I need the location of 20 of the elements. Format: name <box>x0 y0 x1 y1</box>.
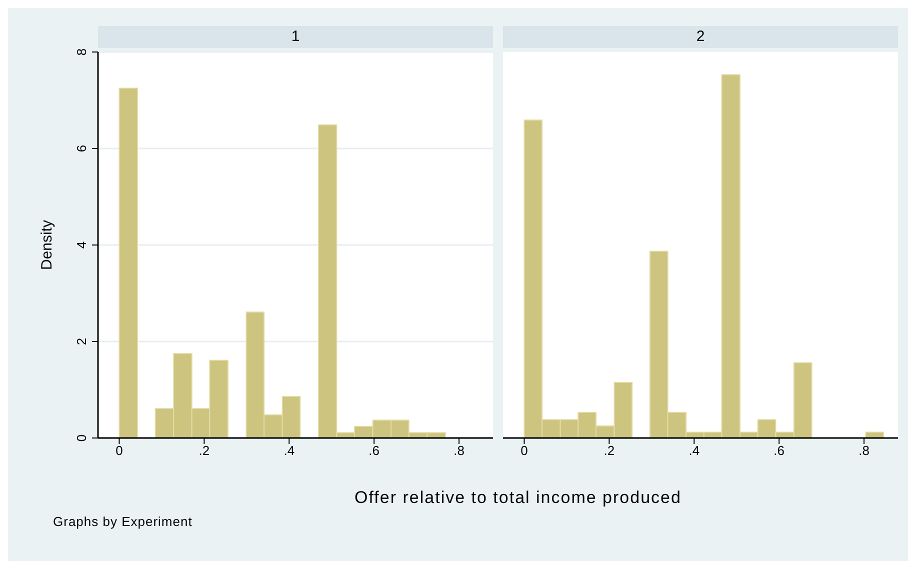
y-tick-label: 4 <box>74 241 89 249</box>
y-tick-label: 8 <box>74 48 89 56</box>
chart-title: 2 <box>503 26 898 48</box>
x-tick-label: 0 <box>116 443 123 458</box>
x-tick-label: 0 <box>520 443 528 458</box>
x-tick-label: .8 <box>454 443 464 458</box>
y-tick-label: 0 <box>74 434 89 442</box>
x-tick-label: .6 <box>368 443 380 458</box>
y-tick-label: 2 <box>74 338 89 346</box>
x-tick-label: .4 <box>284 443 295 458</box>
x-axis-title: Offer relative to total income produced <box>354 488 682 508</box>
y-tick-label: 6 <box>74 144 89 152</box>
x-tick-label: .6 <box>774 443 784 458</box>
chart-title: 1 <box>98 26 493 48</box>
x-tick-label: .8 <box>858 443 870 458</box>
y-axis-title: Density <box>38 220 56 270</box>
x-tick-label: .2 <box>198 443 210 458</box>
text: Graphs by Experiment <box>52 514 194 529</box>
x-tick-label: .4 <box>688 443 700 458</box>
x-tick-label: .2 <box>604 443 615 458</box>
